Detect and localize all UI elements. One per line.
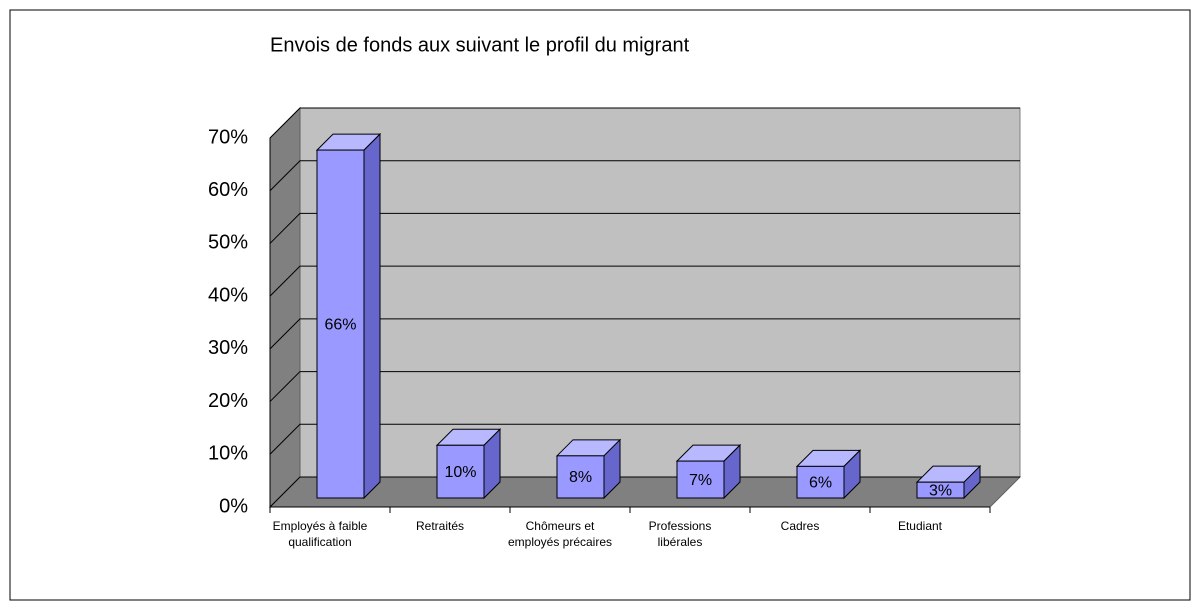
y-tick-label: 0% xyxy=(219,495,248,517)
grid-line xyxy=(269,371,1020,402)
x-tick-label: Cadres xyxy=(780,519,820,533)
grid-line xyxy=(269,476,1020,508)
y-tick-label: 30% xyxy=(208,337,248,359)
bar xyxy=(796,465,845,499)
y-tick-label: 70% xyxy=(208,126,248,148)
x-tick-label: Etudiant xyxy=(897,519,943,533)
grid-line xyxy=(269,318,1020,350)
y-tick-label: 40% xyxy=(208,284,248,306)
bar xyxy=(556,455,605,499)
chart-title: Envois de fonds aux suivant le profil du… xyxy=(270,34,690,56)
grid-line xyxy=(269,107,1020,139)
data-label: 7% xyxy=(689,472,712,489)
bar xyxy=(436,444,485,499)
data-label: 6% xyxy=(809,474,832,491)
bar xyxy=(916,481,965,499)
bar xyxy=(676,460,725,499)
grid-line xyxy=(269,265,1020,297)
grid-line xyxy=(269,423,1020,455)
bar-side xyxy=(363,132,381,500)
y-tick-label: 20% xyxy=(208,390,248,412)
back-wall xyxy=(299,107,1021,478)
grid-line xyxy=(269,212,1020,244)
data-label: 66% xyxy=(324,316,356,333)
y-tick-label: 10% xyxy=(208,443,248,465)
x-tick-label: Professions libérales xyxy=(648,519,712,549)
grid-line xyxy=(269,160,1020,192)
x-tick-label: Retraités xyxy=(415,519,465,533)
y-tick-label: 50% xyxy=(208,232,248,254)
data-label: 8% xyxy=(569,469,592,486)
data-label: 10% xyxy=(444,464,476,481)
x-tick-label: Chômeurs et employés précaires xyxy=(507,519,613,549)
side-wall xyxy=(269,106,301,509)
y-tick-label: 60% xyxy=(208,179,248,201)
data-label: 3% xyxy=(929,482,952,499)
bar xyxy=(316,149,365,499)
floor xyxy=(268,476,1022,508)
x-tick-label: Employés à faible qualification xyxy=(272,519,368,549)
